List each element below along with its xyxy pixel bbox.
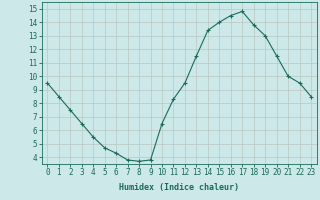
X-axis label: Humidex (Indice chaleur): Humidex (Indice chaleur)	[119, 183, 239, 192]
